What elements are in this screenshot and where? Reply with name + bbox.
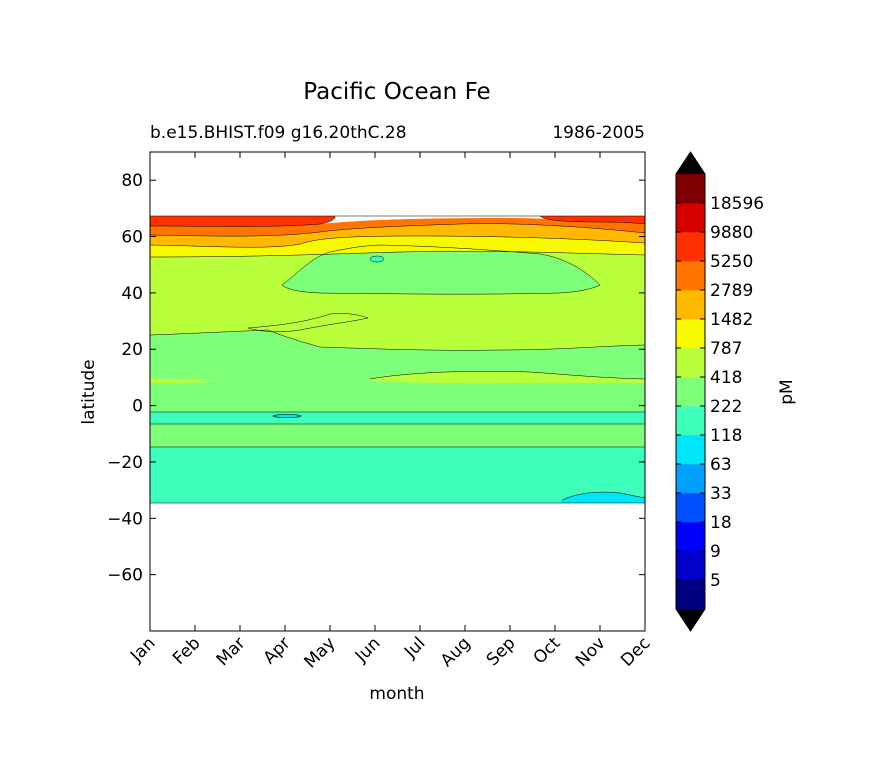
colorbar-tick-label: 118 [710, 426, 742, 446]
colorbar-segment [676, 435, 705, 465]
band-fe-1482 [150, 223, 645, 248]
band-fe-5250-east [540, 216, 645, 224]
colorbar-segment [676, 464, 705, 494]
feature-fe-118-north [369, 255, 385, 263]
band-fe-222-north-patch [282, 245, 600, 295]
band-fe-118 [150, 447, 645, 503]
x-tick-label: Jul [400, 633, 429, 662]
feature-fe-418-stripe-west [150, 378, 218, 383]
feature-fe-118-south [560, 492, 645, 503]
band-fe-222-south [150, 424, 645, 447]
y-tick-label: −40 [107, 509, 143, 529]
colorbar-segment [676, 203, 705, 233]
contour-fill [150, 215, 645, 504]
colorbar-segment [676, 551, 705, 581]
x-tick-label: Feb [169, 633, 204, 668]
y-tick-label: 20 [121, 340, 143, 360]
colorbar-tick-label: 787 [710, 339, 742, 359]
colorbar-over-triangle [676, 152, 705, 174]
y-axis: 80 60 40 20 0 −20 −40 −60 [107, 171, 645, 586]
plot-frame [149, 151, 646, 632]
y-tick-label: −20 [107, 453, 143, 473]
colorbar-tick-label: 63 [710, 455, 732, 475]
x-tick-label: Apr [260, 633, 295, 668]
colorbar-segment [676, 319, 705, 349]
colorbar-segment [676, 580, 705, 610]
colorbar-tick-label: 418 [710, 368, 742, 388]
x-tick-label: Sep [483, 633, 520, 670]
colorbar-tick-label: 2789 [710, 281, 753, 301]
band-fe-2789 [150, 218, 645, 237]
x-tick-label: Oct [530, 633, 565, 668]
x-axis-label: month [369, 684, 424, 704]
y-tick-label: 60 [121, 228, 143, 248]
x-tick-label: May [301, 633, 340, 672]
y-tick-label: 0 [132, 397, 143, 417]
x-tick-label: Aug [437, 633, 475, 671]
colorbar-label: pM [777, 379, 797, 404]
colorbar-segment [676, 522, 705, 552]
band-fe-5250 [150, 216, 335, 227]
colorbar-segment [676, 174, 705, 204]
colorbar-segment [676, 348, 705, 378]
colorbar-under-triangle [676, 609, 705, 631]
colorbar-segment [676, 493, 705, 523]
y-tick-label: −60 [107, 566, 143, 586]
y-tick-label: 80 [121, 171, 143, 191]
band-fe-222-tropics [150, 330, 645, 412]
x-tick-label: Jun [351, 633, 385, 667]
x-tick-label: Dec [617, 633, 654, 670]
colorbar: 5 9 18 33 63 118 222 418 787 1482 2789 5250 9880 1859… [675, 151, 764, 632]
colorbar-tick-label: 9880 [710, 223, 753, 243]
colorbar-tick-label: 5250 [710, 252, 753, 272]
colorbar-tick-label: 33 [710, 484, 732, 504]
subtitle-right: 1986-2005 [552, 123, 645, 143]
colorbar-segment [676, 377, 705, 407]
x-tick-label: Mar [213, 633, 250, 670]
feature-fe-low-equator [272, 414, 302, 418]
colorbar-segment [676, 290, 705, 320]
chart-title: Pacific Ocean Fe [303, 79, 490, 105]
colorbar-tick-label: 9 [710, 542, 721, 562]
feature-fe-418-wisp [248, 313, 368, 332]
y-axis-label: latitude [79, 359, 99, 424]
colorbar-segment [676, 232, 705, 262]
band-fe-118-equator [150, 412, 645, 424]
feature-fe-418-stripe-east [370, 371, 645, 384]
colorbar-segment [676, 406, 705, 436]
y-tick-label: 40 [121, 284, 143, 304]
colorbar-tick-label: 1482 [710, 310, 753, 330]
x-tick-label: Jan [126, 633, 159, 666]
colorbar-outline [675, 151, 706, 632]
colorbar-segment [676, 261, 705, 291]
colorbar-tick-label: 222 [710, 397, 742, 417]
colorbar-tick-label: 18 [710, 513, 732, 533]
subtitle-left: b.e15.BHIST.f09 g16.20thC.28 [150, 123, 407, 143]
x-tick-label: Nov [572, 633, 610, 671]
colorbar-tick-label: 18596 [710, 194, 764, 214]
band-fe-787 [150, 236, 645, 257]
colorbar-tick-label: 5 [710, 571, 721, 591]
